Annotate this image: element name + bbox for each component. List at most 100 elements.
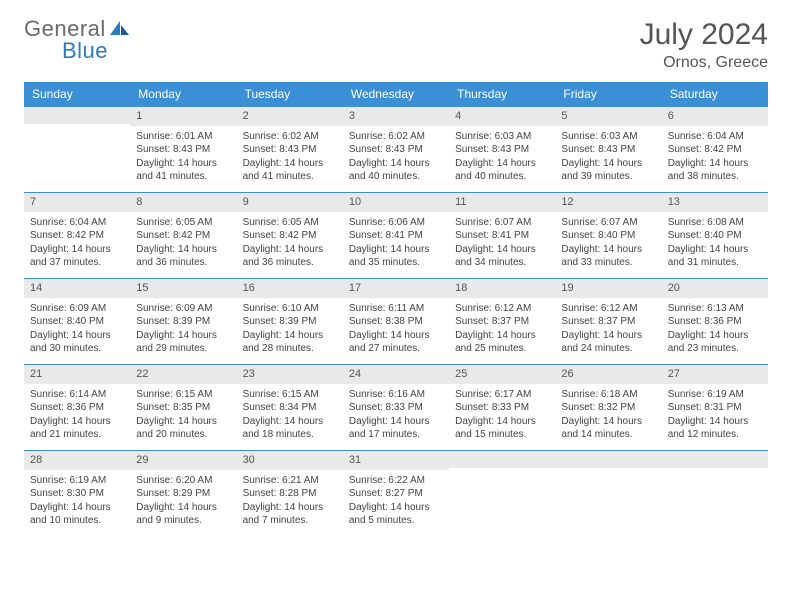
sunset-text: Sunset: 8:43 PM [349,143,443,157]
sunset-text: Sunset: 8:40 PM [30,315,124,329]
daylight-text: Daylight: 14 hours and 29 minutes. [136,329,230,356]
day-number: 6 [662,107,768,126]
daylight-text: Daylight: 14 hours and 23 minutes. [668,329,762,356]
day-number: 3 [343,107,449,126]
day-cell: 24Sunrise: 6:16 AMSunset: 8:33 PMDayligh… [343,365,449,451]
day-content: Sunrise: 6:07 AMSunset: 8:41 PMDaylight:… [449,212,555,278]
day-cell: 18Sunrise: 6:12 AMSunset: 8:37 PMDayligh… [449,279,555,365]
sunrise-text: Sunrise: 6:20 AM [136,474,230,488]
day-cell: 20Sunrise: 6:13 AMSunset: 8:36 PMDayligh… [662,279,768,365]
daylight-text: Daylight: 14 hours and 33 minutes. [561,243,655,270]
day-content: Sunrise: 6:18 AMSunset: 8:32 PMDaylight:… [555,384,661,450]
sunset-text: Sunset: 8:39 PM [136,315,230,329]
sunrise-text: Sunrise: 6:04 AM [30,216,124,230]
day-number: 18 [449,279,555,298]
day-cell: 31Sunrise: 6:22 AMSunset: 8:27 PMDayligh… [343,451,449,537]
day-cell [24,107,130,193]
daylight-text: Daylight: 14 hours and 36 minutes. [243,243,337,270]
day-cell: 26Sunrise: 6:18 AMSunset: 8:32 PMDayligh… [555,365,661,451]
day-cell [449,451,555,537]
daylight-text: Daylight: 14 hours and 21 minutes. [30,415,124,442]
day-number: 7 [24,193,130,212]
day-number: 2 [237,107,343,126]
sunset-text: Sunset: 8:43 PM [455,143,549,157]
day-cell: 11Sunrise: 6:07 AMSunset: 8:41 PMDayligh… [449,193,555,279]
day-number: 14 [24,279,130,298]
daylight-text: Daylight: 14 hours and 39 minutes. [561,157,655,184]
daylight-text: Daylight: 14 hours and 25 minutes. [455,329,549,356]
day-cell: 17Sunrise: 6:11 AMSunset: 8:38 PMDayligh… [343,279,449,365]
logo-sail-icon [108,18,131,40]
day-content: Sunrise: 6:04 AMSunset: 8:42 PMDaylight:… [662,126,768,192]
day-number: 10 [343,193,449,212]
daylight-text: Daylight: 14 hours and 7 minutes. [243,501,337,528]
day-header: Tuesday [237,82,343,107]
daylight-text: Daylight: 14 hours and 5 minutes. [349,501,443,528]
sunset-text: Sunset: 8:42 PM [668,143,762,157]
week-row: 28Sunrise: 6:19 AMSunset: 8:30 PMDayligh… [24,451,768,537]
day-header: Thursday [449,82,555,107]
day-number [24,107,130,124]
sunset-text: Sunset: 8:33 PM [455,401,549,415]
day-content: Sunrise: 6:13 AMSunset: 8:36 PMDaylight:… [662,298,768,364]
daylight-text: Daylight: 14 hours and 15 minutes. [455,415,549,442]
day-number: 16 [237,279,343,298]
sunrise-text: Sunrise: 6:15 AM [136,388,230,402]
month-title: July 2024 [640,18,768,52]
sunset-text: Sunset: 8:30 PM [30,487,124,501]
day-content: Sunrise: 6:12 AMSunset: 8:37 PMDaylight:… [555,298,661,364]
daylight-text: Daylight: 14 hours and 9 minutes. [136,501,230,528]
day-cell: 21Sunrise: 6:14 AMSunset: 8:36 PMDayligh… [24,365,130,451]
day-cell: 1Sunrise: 6:01 AMSunset: 8:43 PMDaylight… [130,107,236,193]
daylight-text: Daylight: 14 hours and 41 minutes. [136,157,230,184]
day-cell: 13Sunrise: 6:08 AMSunset: 8:40 PMDayligh… [662,193,768,279]
day-number [555,451,661,468]
daylight-text: Daylight: 14 hours and 40 minutes. [349,157,443,184]
day-header: Sunday [24,82,130,107]
daylight-text: Daylight: 14 hours and 38 minutes. [668,157,762,184]
sunset-text: Sunset: 8:37 PM [455,315,549,329]
day-number: 20 [662,279,768,298]
day-content: Sunrise: 6:16 AMSunset: 8:33 PMDaylight:… [343,384,449,450]
day-content: Sunrise: 6:19 AMSunset: 8:30 PMDaylight:… [24,470,130,536]
day-number: 27 [662,365,768,384]
day-number: 8 [130,193,236,212]
calendar-table: Sunday Monday Tuesday Wednesday Thursday… [24,82,768,537]
day-cell: 10Sunrise: 6:06 AMSunset: 8:41 PMDayligh… [343,193,449,279]
sunset-text: Sunset: 8:35 PM [136,401,230,415]
location: Ornos, Greece [640,54,768,72]
sunset-text: Sunset: 8:42 PM [30,229,124,243]
day-content: Sunrise: 6:22 AMSunset: 8:27 PMDaylight:… [343,470,449,536]
day-number: 30 [237,451,343,470]
calendar-body: 1Sunrise: 6:01 AMSunset: 8:43 PMDaylight… [24,107,768,537]
sunrise-text: Sunrise: 6:02 AM [243,130,337,144]
daylight-text: Daylight: 14 hours and 37 minutes. [30,243,124,270]
daylight-text: Daylight: 14 hours and 10 minutes. [30,501,124,528]
day-content: Sunrise: 6:02 AMSunset: 8:43 PMDaylight:… [343,126,449,192]
day-cell: 2Sunrise: 6:02 AMSunset: 8:43 PMDaylight… [237,107,343,193]
sunrise-text: Sunrise: 6:21 AM [243,474,337,488]
day-number: 29 [130,451,236,470]
sunrise-text: Sunrise: 6:18 AM [561,388,655,402]
day-number: 17 [343,279,449,298]
header: GeneralBlue July 2024 Ornos, Greece [24,18,768,72]
sunrise-text: Sunrise: 6:09 AM [30,302,124,316]
sunrise-text: Sunrise: 6:16 AM [349,388,443,402]
day-cell: 15Sunrise: 6:09 AMSunset: 8:39 PMDayligh… [130,279,236,365]
daylight-text: Daylight: 14 hours and 41 minutes. [243,157,337,184]
daylight-text: Daylight: 14 hours and 34 minutes. [455,243,549,270]
sunrise-text: Sunrise: 6:06 AM [349,216,443,230]
sunrise-text: Sunrise: 6:12 AM [561,302,655,316]
day-content: Sunrise: 6:11 AMSunset: 8:38 PMDaylight:… [343,298,449,364]
sunrise-text: Sunrise: 6:04 AM [668,130,762,144]
logo-text-2: Blue [62,38,108,63]
day-cell: 5Sunrise: 6:03 AMSunset: 8:43 PMDaylight… [555,107,661,193]
daylight-text: Daylight: 14 hours and 30 minutes. [30,329,124,356]
day-number: 4 [449,107,555,126]
sunrise-text: Sunrise: 6:19 AM [30,474,124,488]
day-number: 1 [130,107,236,126]
day-content: Sunrise: 6:21 AMSunset: 8:28 PMDaylight:… [237,470,343,536]
day-cell: 4Sunrise: 6:03 AMSunset: 8:43 PMDaylight… [449,107,555,193]
day-content: Sunrise: 6:15 AMSunset: 8:35 PMDaylight:… [130,384,236,450]
sunset-text: Sunset: 8:38 PM [349,315,443,329]
